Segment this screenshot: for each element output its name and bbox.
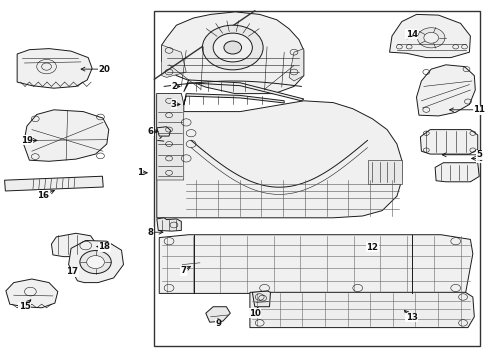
Text: 10: 10 bbox=[249, 309, 261, 318]
Polygon shape bbox=[24, 110, 109, 161]
Circle shape bbox=[424, 32, 439, 43]
Polygon shape bbox=[435, 163, 479, 182]
Text: 18: 18 bbox=[98, 242, 110, 251]
Text: 12: 12 bbox=[367, 243, 378, 252]
Polygon shape bbox=[368, 160, 402, 184]
Polygon shape bbox=[180, 256, 206, 271]
Polygon shape bbox=[157, 94, 184, 180]
Polygon shape bbox=[184, 80, 304, 101]
Polygon shape bbox=[250, 292, 474, 328]
Text: 11: 11 bbox=[473, 105, 485, 114]
Text: 8: 8 bbox=[148, 228, 154, 237]
Polygon shape bbox=[162, 45, 186, 77]
Polygon shape bbox=[289, 49, 304, 81]
Circle shape bbox=[224, 41, 242, 54]
Text: 4: 4 bbox=[476, 154, 482, 163]
Polygon shape bbox=[69, 240, 123, 283]
Text: 5: 5 bbox=[476, 150, 482, 159]
Text: 17: 17 bbox=[67, 267, 78, 276]
Polygon shape bbox=[162, 12, 304, 94]
Polygon shape bbox=[159, 235, 473, 293]
Polygon shape bbox=[416, 65, 475, 116]
Text: 19: 19 bbox=[21, 136, 33, 145]
Text: 9: 9 bbox=[215, 320, 221, 328]
Circle shape bbox=[202, 25, 263, 70]
Polygon shape bbox=[206, 307, 230, 322]
Text: 16: 16 bbox=[37, 191, 49, 199]
Circle shape bbox=[87, 256, 104, 269]
Polygon shape bbox=[157, 218, 181, 231]
Text: 3: 3 bbox=[171, 100, 177, 109]
Circle shape bbox=[213, 33, 252, 62]
Polygon shape bbox=[184, 94, 284, 105]
Circle shape bbox=[37, 59, 56, 74]
Circle shape bbox=[80, 251, 111, 274]
Polygon shape bbox=[4, 176, 103, 191]
Polygon shape bbox=[157, 127, 171, 136]
Polygon shape bbox=[17, 49, 92, 88]
Text: 13: 13 bbox=[406, 313, 417, 322]
Text: 6: 6 bbox=[148, 127, 154, 136]
Polygon shape bbox=[252, 291, 270, 307]
Text: 14: 14 bbox=[406, 30, 417, 39]
Text: 7: 7 bbox=[180, 266, 186, 275]
Text: 20: 20 bbox=[98, 65, 110, 74]
Circle shape bbox=[417, 28, 445, 48]
Bar bbox=[154, 11, 480, 346]
Polygon shape bbox=[420, 130, 478, 154]
Polygon shape bbox=[157, 94, 402, 218]
Text: 1: 1 bbox=[137, 168, 143, 177]
Polygon shape bbox=[6, 279, 58, 308]
Polygon shape bbox=[390, 14, 470, 58]
Text: 2: 2 bbox=[171, 82, 177, 91]
Text: 15: 15 bbox=[19, 302, 30, 311]
Polygon shape bbox=[51, 233, 96, 257]
